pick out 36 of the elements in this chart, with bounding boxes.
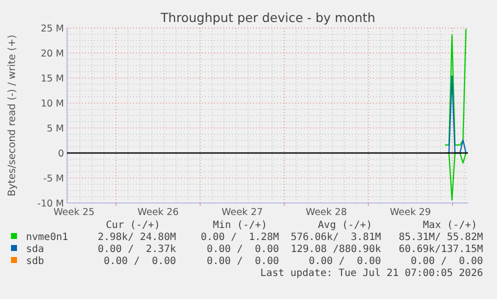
- y-tick-label: 25 M: [40, 24, 64, 34]
- text: 0.00 / 0.00: [410, 256, 483, 267]
- y-tick-label: 0: [58, 148, 64, 160]
- text: 85.31M/ 55.82M: [398, 232, 483, 243]
- text: Cur (-/+): [106, 220, 160, 231]
- text: 0.00 / 0.00: [206, 244, 279, 255]
- y-tick-label: -5 M: [43, 174, 64, 184]
- legend-label: sdb: [26, 256, 44, 267]
- x-tick-label: Week 27: [222, 207, 263, 218]
- text: 576.06k/ 3.81M: [290, 232, 381, 243]
- x-tick-label: Week 28: [306, 207, 347, 218]
- text: 129.08 /880.90k: [290, 244, 381, 255]
- chart-title: Throughput per device - by month: [160, 10, 376, 25]
- y-tick-label: 15 M: [40, 74, 64, 84]
- x-tick-label: Week 29: [390, 207, 431, 218]
- text: 0.00 / 0.00: [104, 256, 176, 267]
- x-tick-label: Week 26: [138, 207, 179, 218]
- text: Min (-/+): [212, 220, 268, 231]
- y-tick-label: 10 M: [40, 98, 64, 110]
- text: 0.00 / 0.00: [206, 256, 279, 267]
- y-tick-label: -10 M: [37, 198, 64, 210]
- text: Max (-/+): [422, 220, 478, 231]
- legend-label: nvme0n1: [26, 232, 68, 243]
- line-series: [444, 28, 467, 146]
- text: 60.69k/137.15M: [398, 244, 483, 255]
- legend-label: sda: [26, 244, 44, 255]
- y-tick-label: 20 M: [40, 48, 64, 60]
- x-tick-label: Week 25: [53, 207, 95, 218]
- text: 0.00 / 0.00: [308, 256, 381, 267]
- text: Last update: Tue Jul 21 07:00:05 2026: [260, 268, 483, 279]
- text: 0.00 / 1.28M: [200, 232, 279, 243]
- y-axis-title: Bytes/second read (-) / write (+): [7, 34, 18, 196]
- text: 2.98k/ 24.80M: [98, 232, 176, 243]
- y-tick-label: 5 M: [46, 124, 64, 134]
- text: 0.00 / 2.37k: [98, 244, 176, 255]
- text: Avg (-/+): [318, 220, 372, 231]
